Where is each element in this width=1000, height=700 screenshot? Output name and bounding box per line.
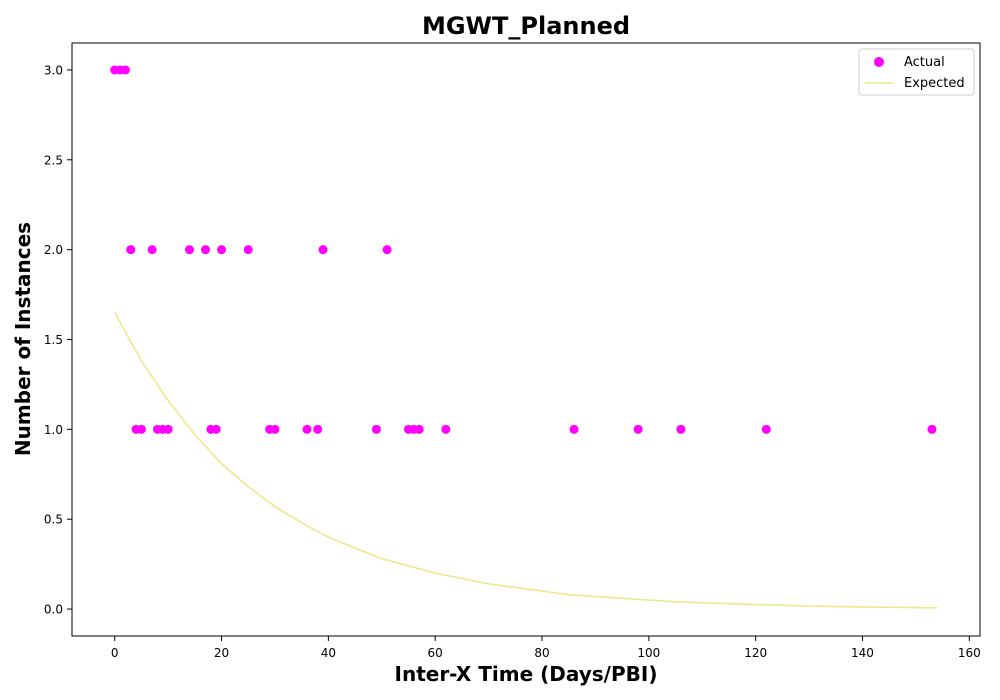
y-tick-label: 0.0 xyxy=(44,603,63,617)
actual-point xyxy=(313,424,323,434)
actual-point xyxy=(201,245,211,255)
actual-point xyxy=(927,424,937,434)
actual-point xyxy=(382,245,392,255)
x-tick-label: 100 xyxy=(637,646,660,660)
actual-point xyxy=(147,245,157,255)
x-tick-label: 40 xyxy=(321,646,336,660)
chart-title: MGWT_Planned xyxy=(422,12,630,40)
legend-marker-actual xyxy=(874,57,884,67)
x-axis-ticks: 0 20 40 60 80 100 120 140 160 xyxy=(111,636,981,660)
x-tick-label: 120 xyxy=(744,646,767,660)
actual-point xyxy=(676,424,686,434)
actual-point xyxy=(318,245,328,255)
actual-point xyxy=(633,424,643,434)
x-tick-label: 0 xyxy=(111,646,119,660)
y-tick-label: 3.0 xyxy=(44,63,63,77)
x-tick-label: 60 xyxy=(428,646,443,660)
actual-point xyxy=(761,424,771,434)
y-axis-ticks: 0.0 0.5 1.0 1.5 2.0 2.5 3.0 xyxy=(44,63,72,617)
y-tick-label: 1.0 xyxy=(44,423,63,437)
plot-area xyxy=(72,43,980,636)
legend: Actual Expected xyxy=(858,48,975,96)
actual-point xyxy=(441,424,451,434)
legend-label-actual: Actual xyxy=(904,55,945,70)
actual-point xyxy=(270,424,280,434)
x-tick-label: 140 xyxy=(851,646,874,660)
y-tick-label: 0.5 xyxy=(44,513,63,527)
y-tick-label: 2.5 xyxy=(44,153,63,167)
y-tick-label: 1.5 xyxy=(44,333,63,347)
actual-point xyxy=(211,424,221,434)
actual-point xyxy=(217,245,227,255)
actual-point xyxy=(163,424,173,434)
actual-point xyxy=(414,424,424,434)
legend-label-expected: Expected xyxy=(904,76,965,91)
actual-point xyxy=(136,424,146,434)
y-axis-label: Number of Instances xyxy=(11,222,35,456)
actual-point xyxy=(302,424,312,434)
actual-point xyxy=(371,424,381,434)
actual-point xyxy=(185,245,195,255)
x-tick-label: 160 xyxy=(958,646,981,660)
x-tick-label: 80 xyxy=(534,646,549,660)
actual-point xyxy=(126,245,136,255)
x-tick-label: 20 xyxy=(214,646,229,660)
x-axis-label: Inter-X Time (Days/PBI) xyxy=(395,662,658,686)
actual-point xyxy=(120,65,130,75)
y-tick-label: 2.0 xyxy=(44,243,63,257)
actual-point xyxy=(569,424,579,434)
actual-point xyxy=(243,245,253,255)
plot-content xyxy=(110,65,938,609)
expected-line xyxy=(114,312,938,609)
plot-frame xyxy=(71,42,981,637)
